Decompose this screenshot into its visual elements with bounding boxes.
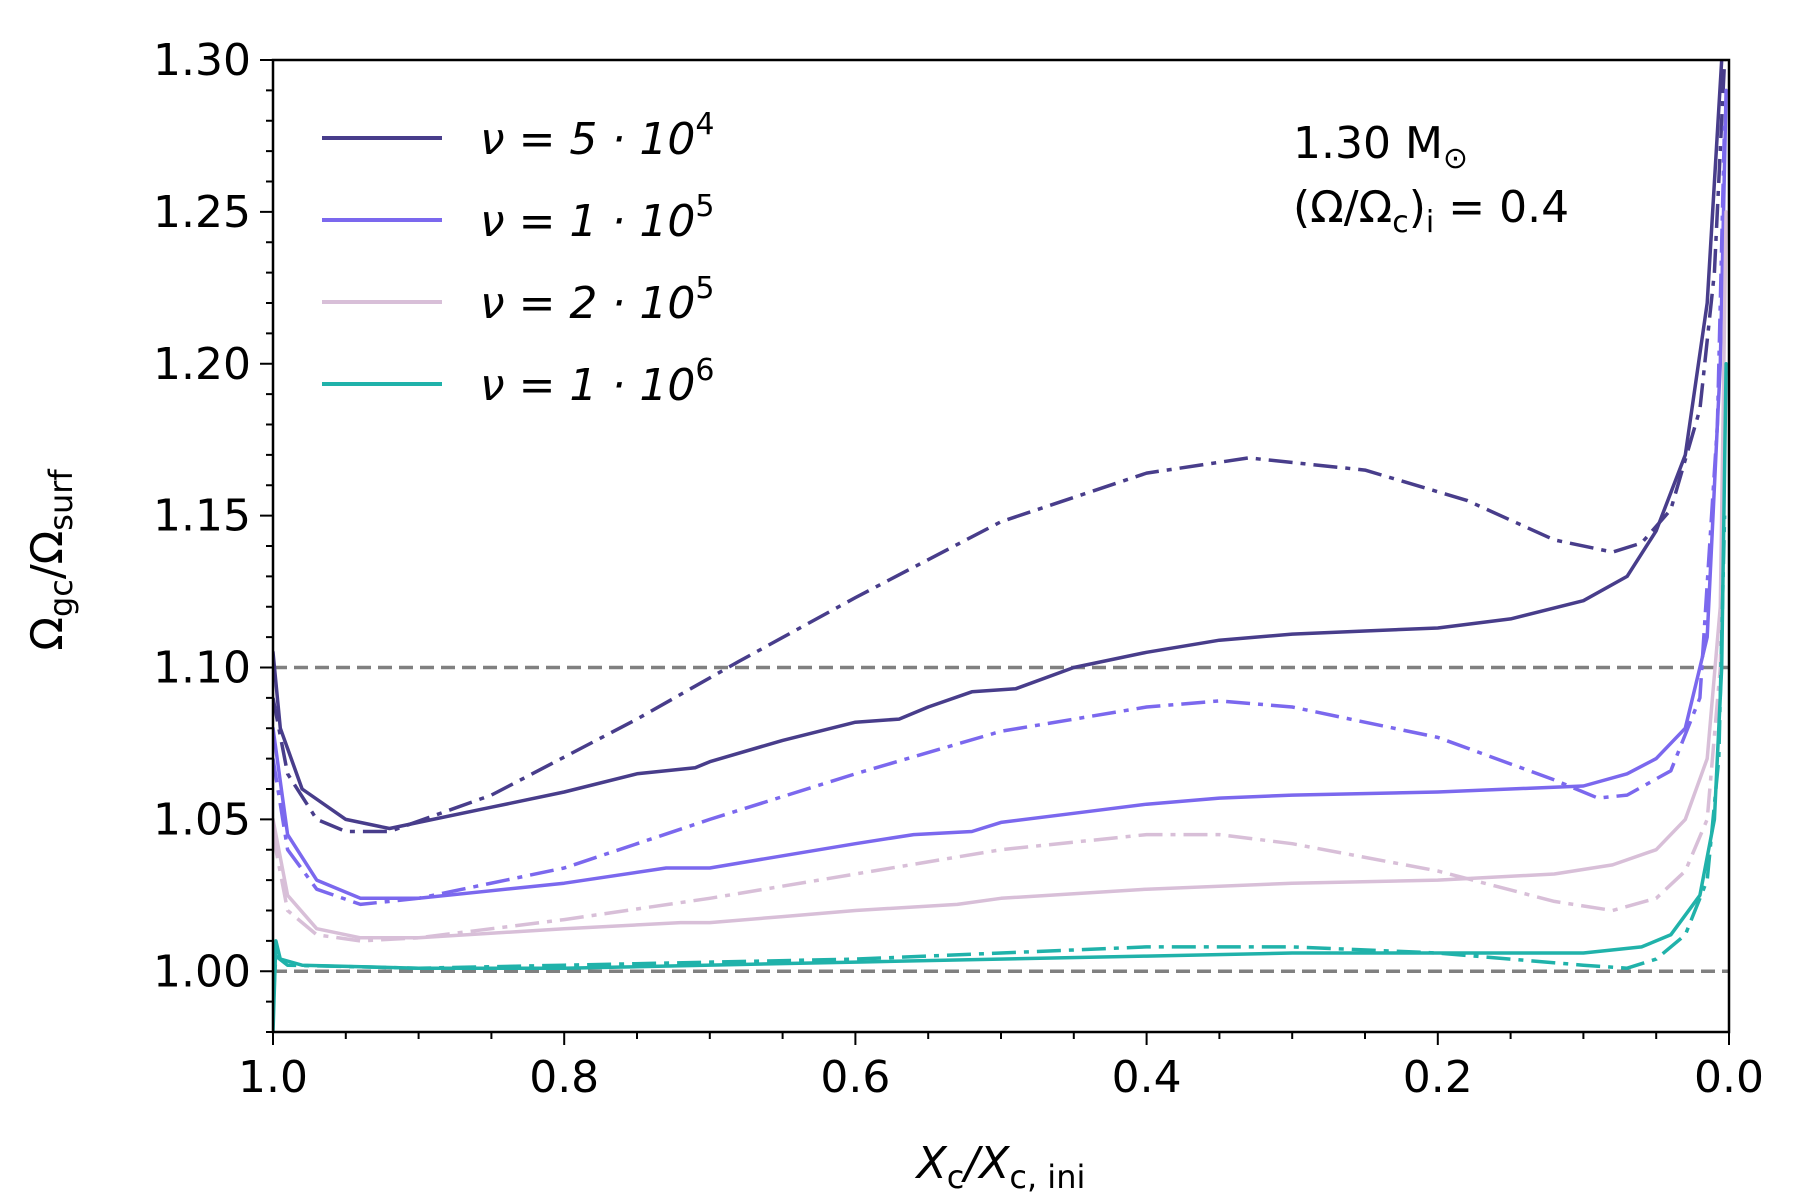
y-tick-label: 1.05 xyxy=(153,794,251,845)
legend-label: ν = 5 · 104 xyxy=(480,107,714,165)
reference-lines xyxy=(273,665,1729,973)
legend-label: ν = 2 · 105 xyxy=(480,271,714,329)
x-tick-label: 0.2 xyxy=(1403,1052,1473,1103)
y-tick-label: 1.30 xyxy=(153,35,251,86)
annotation: 1.30 M⊙ (Ω/Ωc)i = 0.4 xyxy=(1293,118,1569,240)
x-tick-label: 0.0 xyxy=(1694,1052,1764,1103)
y-tick-label: 1.20 xyxy=(153,339,251,390)
series-line-dashdot-3 xyxy=(273,363,1728,943)
series-line-dashdot-4 xyxy=(273,515,1727,1002)
annotation-rotation: (Ω/Ωc)i = 0.4 xyxy=(1293,182,1569,240)
legend: ν = 5 · 104 ν = 1 · 105 ν = 2 · 105 ν = 1 ·… xyxy=(322,107,714,411)
y-axis-title: Ωgc/Ωsurf xyxy=(22,469,80,651)
y-tick-label: 1.00 xyxy=(153,946,251,997)
y-tick-label: 1.15 xyxy=(153,491,251,542)
x-axis: 1.0 0.8 0.6 0.4 0.2 0.0 xyxy=(238,1032,1764,1103)
legend-label: ν = 1 · 106 xyxy=(480,353,714,411)
series-line-solid-1 xyxy=(273,60,1724,831)
series-line-dashdot-1 xyxy=(273,60,1727,834)
x-tick-label: 0.4 xyxy=(1112,1052,1182,1103)
series-layer xyxy=(273,60,1728,1032)
x-tick-label: 0.8 xyxy=(529,1052,599,1103)
x-tick-label: 0.6 xyxy=(820,1052,890,1103)
y-tick-label: 1.25 xyxy=(153,187,251,238)
legend-label: ν = 1 · 105 xyxy=(480,189,714,247)
y-axis: 1.00 1.05 1.10 1.15 1.20 1.25 1.30 xyxy=(153,35,273,1033)
annotation-mass: 1.30 M⊙ xyxy=(1293,118,1468,176)
y-tick-label: 1.10 xyxy=(153,643,251,694)
x-tick-label: 1.0 xyxy=(238,1052,308,1103)
series-line-solid-4 xyxy=(273,362,1728,1032)
series-line-dashdot-2 xyxy=(273,120,1727,907)
x-axis-title: Xc/Xc, ini xyxy=(915,1138,1086,1196)
